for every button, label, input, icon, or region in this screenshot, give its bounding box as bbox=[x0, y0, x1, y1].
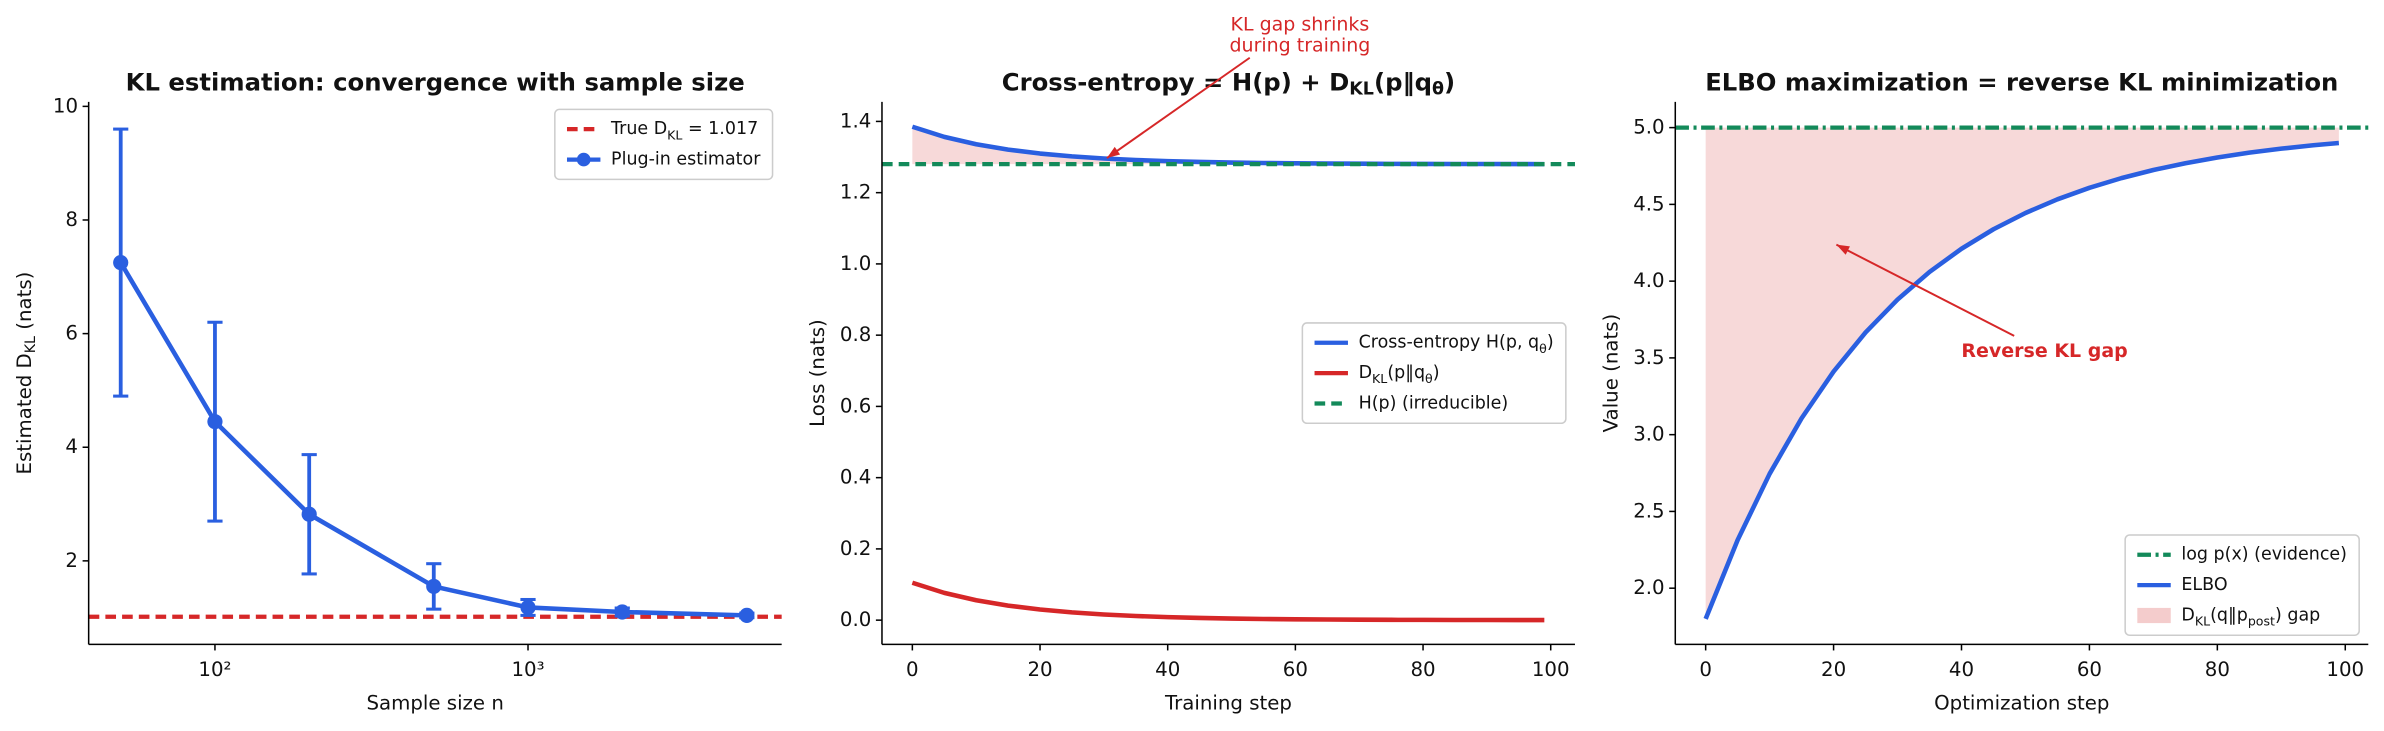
y-tick-label: 5.0 bbox=[1633, 115, 1664, 138]
x-axis-label: Optimization step bbox=[1934, 691, 2109, 714]
y-tick-label: 0.4 bbox=[840, 465, 871, 488]
data-point bbox=[301, 506, 317, 522]
legend-swatch bbox=[2137, 607, 2171, 624]
gap-area bbox=[912, 126, 1545, 165]
x-tick-label: 20 bbox=[1027, 658, 1052, 681]
y-tick-label: 6 bbox=[65, 321, 78, 344]
x-tick-label: 10³ bbox=[511, 658, 544, 681]
legend-box bbox=[1301, 322, 1567, 425]
gap-area bbox=[1705, 127, 2339, 619]
legend-label: Cross-entropy H(p, qθ) bbox=[1359, 333, 1554, 356]
x-tick-label: 40 bbox=[1949, 658, 1974, 681]
x-tick-label: 100 bbox=[2326, 658, 2364, 681]
y-tick-label: 1.0 bbox=[840, 251, 871, 274]
annotation: during training bbox=[1229, 34, 1370, 56]
data-point bbox=[426, 578, 442, 595]
chart-title: Cross-entropy = H(p) + DKL(p‖qθ) bbox=[1002, 68, 1455, 100]
chart-title: ELBO maximization = reverse KL minimizat… bbox=[1705, 68, 2338, 97]
y-tick-label: 1.4 bbox=[840, 109, 871, 132]
x-axis-label: Sample size n bbox=[366, 691, 503, 714]
x-tick-label: 60 bbox=[2077, 658, 2102, 681]
x-tick-label: 80 bbox=[2205, 658, 2230, 681]
y-tick-label: 4 bbox=[65, 435, 78, 458]
y-tick-label: 8 bbox=[65, 207, 78, 230]
y-tick-label: 4.0 bbox=[1633, 269, 1664, 292]
y-tick-label: 0.0 bbox=[840, 608, 871, 631]
data-point bbox=[520, 599, 536, 616]
y-tick-label: 3.5 bbox=[1633, 345, 1664, 368]
y-tick-label: 2.5 bbox=[1633, 499, 1664, 522]
data-point bbox=[207, 414, 223, 430]
x-tick-label: 10² bbox=[198, 658, 231, 681]
y-tick-label: 3.0 bbox=[1633, 422, 1664, 445]
y-axis-label: Loss (nats) bbox=[806, 319, 829, 427]
chart-title: KL estimation: convergence with sample s… bbox=[126, 68, 745, 97]
legend-label: H(p) (irreducible) bbox=[1359, 393, 1509, 413]
x-tick-label: 40 bbox=[1155, 658, 1180, 681]
x-axis-label: Training step bbox=[1164, 691, 1292, 714]
x-tick-label: 100 bbox=[1532, 658, 1570, 681]
y-tick-label: 0.2 bbox=[840, 536, 871, 559]
annotation-arrowhead bbox=[1836, 244, 1850, 255]
y-tick-label: 2.0 bbox=[1633, 576, 1664, 599]
y-axis-label: Value (nats) bbox=[1599, 314, 1622, 433]
legend-label: Plug-in estimator bbox=[611, 150, 761, 170]
legend: log p(x) (evidence) ELBO DKL(q‖ppost) gap bbox=[2124, 534, 2360, 637]
legend-marker bbox=[576, 152, 591, 167]
data-point bbox=[113, 255, 129, 271]
series-line bbox=[911, 124, 1545, 167]
data-point bbox=[739, 607, 755, 623]
y-axis-label: Estimated DKL (nats) bbox=[12, 272, 39, 475]
y-tick-label: 2 bbox=[65, 548, 78, 571]
annotation-arrow bbox=[1835, 243, 2015, 337]
data-point bbox=[614, 604, 630, 620]
y-tick-label: 0.6 bbox=[840, 394, 871, 417]
legend-label: log p(x) (evidence) bbox=[2181, 545, 2347, 565]
legend: True DKL = 1.017 Plug-in estimator bbox=[554, 108, 774, 181]
legend-box bbox=[2124, 534, 2360, 637]
x-tick-label: 20 bbox=[1821, 658, 1846, 681]
legend-box bbox=[554, 108, 774, 181]
annotation: Reverse KL gap bbox=[1961, 340, 2127, 362]
y-tick-label: 1.2 bbox=[840, 180, 871, 203]
x-tick-label: 0 bbox=[1699, 658, 1712, 681]
legend-label: DKL(q‖ppost) gap bbox=[2181, 605, 2320, 628]
x-tick-label: 0 bbox=[906, 658, 919, 681]
annotation: KL gap shrinks bbox=[1231, 13, 1370, 35]
y-tick-label: 10 bbox=[53, 94, 78, 117]
x-tick-label: 60 bbox=[1283, 658, 1308, 681]
legend-label: DKL(p‖qθ) bbox=[1359, 363, 1440, 386]
series-line bbox=[1703, 140, 2340, 620]
x-tick-label: 80 bbox=[1410, 658, 1435, 681]
legend-label: ELBO bbox=[2181, 575, 2227, 595]
y-tick-label: 0.8 bbox=[840, 323, 871, 346]
legend: Cross-entropy H(p, qθ) DKL(p‖qθ) H(p) (irr… bbox=[1301, 322, 1567, 425]
annotation-arrow bbox=[1106, 56, 1251, 159]
annotation-arrowhead bbox=[1106, 146, 1121, 159]
legend-label: True DKL = 1.017 bbox=[610, 119, 758, 142]
y-tick-label: 4.5 bbox=[1633, 192, 1664, 215]
series-line bbox=[911, 580, 1545, 623]
